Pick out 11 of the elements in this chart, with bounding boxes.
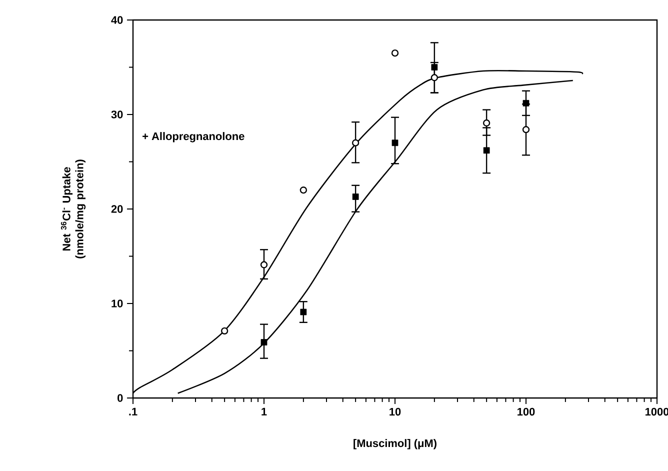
x-tick-label: 1: [262, 408, 267, 416]
y-tick-label: 10: [112, 300, 123, 308]
y-tick-label: 30: [111, 110, 123, 118]
y-tick-label: 0: [118, 394, 123, 402]
y-tick-label: 40: [111, 16, 123, 24]
x-tick-label: .1: [129, 408, 138, 416]
x-tick-label: 100: [518, 408, 535, 416]
x-axis-title: [Muscimol] (μM): [354, 439, 436, 450]
x-tick-label: 10: [390, 408, 401, 416]
y-tick-label: 20: [111, 205, 123, 213]
annotation: + Allopregnanolone: [142, 132, 244, 142]
